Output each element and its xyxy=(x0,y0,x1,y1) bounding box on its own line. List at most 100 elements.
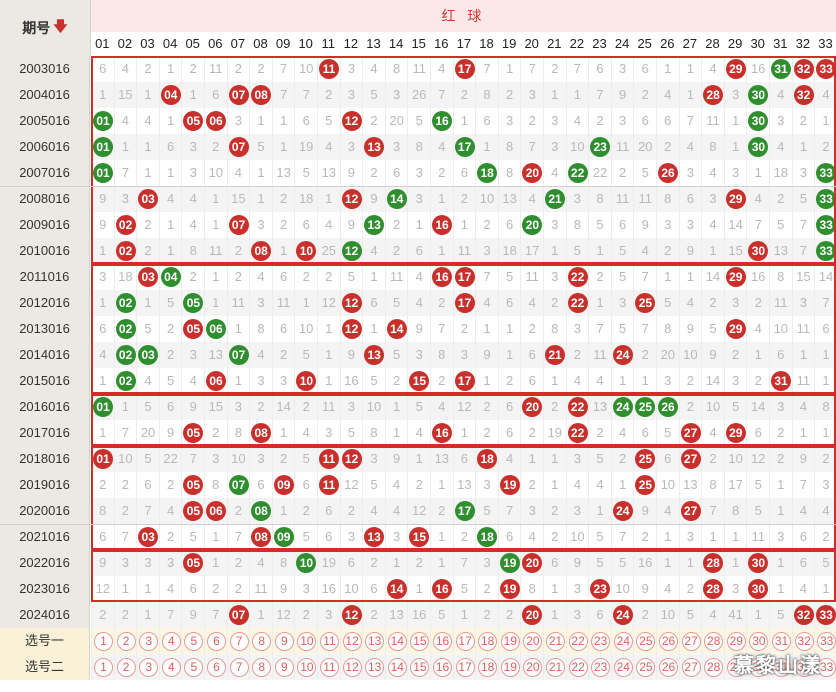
pick-ball[interactable]: 24 xyxy=(613,658,633,677)
pick-cell-12[interactable]: 12 xyxy=(339,628,363,654)
pick-ball[interactable]: 18 xyxy=(478,632,498,651)
pick-ball[interactable]: 1 xyxy=(94,632,113,651)
pick-cell-25[interactable]: 25 xyxy=(633,654,656,680)
pick-cell-27[interactable]: 27 xyxy=(678,654,702,680)
pick-ball[interactable]: 22 xyxy=(568,658,588,677)
pick-cell-29[interactable]: 29 xyxy=(723,654,747,680)
pick-cell-17[interactable]: 17 xyxy=(452,628,476,654)
pick-ball[interactable]: 31 xyxy=(772,658,791,677)
pick-ball[interactable]: 9 xyxy=(274,658,294,677)
pick-ball[interactable]: 20 xyxy=(523,632,543,651)
pick-cell-15[interactable]: 15 xyxy=(407,628,430,654)
pick-cell-20[interactable]: 20 xyxy=(520,654,543,680)
pick-ball[interactable]: 6 xyxy=(207,632,226,651)
pick-ball[interactable]: 4 xyxy=(161,632,181,651)
pick-cell-06[interactable]: 6 xyxy=(204,654,227,680)
pick-ball[interactable]: 21 xyxy=(546,632,565,651)
pick-cell-10[interactable]: 10 xyxy=(294,654,317,680)
pick-ball[interactable]: 33 xyxy=(817,632,836,651)
pick-ball[interactable]: 17 xyxy=(455,632,475,651)
pick-ball[interactable]: 19 xyxy=(500,632,520,651)
pick-cell-08[interactable]: 8 xyxy=(249,654,272,680)
pick-cell-04[interactable]: 4 xyxy=(158,628,182,654)
pick-ball[interactable]: 27 xyxy=(681,632,701,651)
pick-cell-05[interactable]: 5 xyxy=(181,654,204,680)
pick-ball[interactable]: 24 xyxy=(613,632,633,651)
pick-cell-11[interactable]: 11 xyxy=(317,654,340,680)
pick-cell-19[interactable]: 19 xyxy=(497,628,521,654)
pick-cell-25[interactable]: 25 xyxy=(633,628,656,654)
pick-ball[interactable]: 2 xyxy=(116,632,136,651)
pick-ball[interactable]: 15 xyxy=(410,658,430,677)
pick-cell-18[interactable]: 18 xyxy=(475,628,498,654)
pick-cell-07[interactable]: 7 xyxy=(226,654,250,680)
pick-cell-11[interactable]: 11 xyxy=(317,628,340,654)
pick-ball[interactable]: 30 xyxy=(749,658,769,677)
pick-cell-22[interactable]: 22 xyxy=(565,628,589,654)
period-column-header[interactable]: 期号 🡇 xyxy=(0,0,91,56)
pick-ball[interactable]: 25 xyxy=(636,658,656,677)
pick-cell-23[interactable]: 23 xyxy=(588,628,611,654)
pick-ball[interactable]: 25 xyxy=(636,632,656,651)
pick-ball[interactable]: 13 xyxy=(365,632,385,651)
pick-cell-30[interactable]: 30 xyxy=(746,628,769,654)
pick-cell-12[interactable]: 12 xyxy=(339,654,363,680)
pick-ball[interactable]: 19 xyxy=(500,658,520,677)
pick-cell-20[interactable]: 20 xyxy=(520,628,543,654)
pick-ball[interactable]: 2 xyxy=(116,658,136,677)
pick-cell-26[interactable]: 26 xyxy=(656,654,679,680)
pick-ball[interactable]: 10 xyxy=(297,658,317,677)
pick-cell-17[interactable]: 17 xyxy=(452,654,476,680)
pick-cell-24[interactable]: 24 xyxy=(610,628,634,654)
pick-cell-13[interactable]: 13 xyxy=(362,628,385,654)
pick-cell-21[interactable]: 21 xyxy=(543,654,566,680)
pick-ball[interactable]: 29 xyxy=(726,632,746,651)
pick-cell-21[interactable]: 21 xyxy=(543,628,566,654)
pick-ball[interactable]: 28 xyxy=(704,632,724,651)
pick-ball[interactable]: 32 xyxy=(794,632,814,651)
pick-ball[interactable]: 14 xyxy=(387,632,407,651)
pick-ball[interactable]: 26 xyxy=(659,658,678,677)
pick-ball[interactable]: 12 xyxy=(342,658,362,677)
pick-ball[interactable]: 32 xyxy=(794,658,814,677)
pick-ball[interactable]: 30 xyxy=(749,632,769,651)
pick-ball[interactable]: 13 xyxy=(365,658,385,677)
pick-ball[interactable]: 14 xyxy=(387,658,407,677)
pick-cell-02[interactable]: 2 xyxy=(113,628,137,654)
pick-ball[interactable]: 10 xyxy=(297,632,317,651)
pick-cell-04[interactable]: 4 xyxy=(158,654,182,680)
pick-cell-09[interactable]: 9 xyxy=(271,628,295,654)
pick-ball[interactable]: 23 xyxy=(591,632,611,651)
pick-cell-32[interactable]: 32 xyxy=(791,628,815,654)
pick-cell-28[interactable]: 28 xyxy=(701,628,724,654)
pick-ball[interactable]: 7 xyxy=(229,658,249,677)
pick-cell-27[interactable]: 27 xyxy=(678,628,702,654)
pick-ball[interactable]: 9 xyxy=(274,632,294,651)
pick-cell-16[interactable]: 16 xyxy=(430,628,453,654)
pick-ball[interactable]: 5 xyxy=(184,632,204,651)
down-arrow-icon[interactable]: 🡇 xyxy=(53,18,68,34)
pick-cell-01[interactable]: 1 xyxy=(91,654,114,680)
pick-ball[interactable]: 1 xyxy=(94,658,113,677)
pick-cell-05[interactable]: 5 xyxy=(181,628,204,654)
pick-cell-23[interactable]: 23 xyxy=(588,654,611,680)
pick-ball[interactable]: 4 xyxy=(161,658,181,677)
pick-cell-03[interactable]: 3 xyxy=(136,628,159,654)
pick-cell-14[interactable]: 14 xyxy=(384,628,408,654)
pick-ball[interactable]: 26 xyxy=(659,632,678,651)
pick-cell-32[interactable]: 32 xyxy=(791,654,815,680)
pick-cell-31[interactable]: 31 xyxy=(769,654,792,680)
pick-ball[interactable]: 8 xyxy=(252,658,272,677)
pick-cell-02[interactable]: 2 xyxy=(113,654,137,680)
pick-cell-09[interactable]: 9 xyxy=(271,654,295,680)
pick-cell-08[interactable]: 8 xyxy=(249,628,272,654)
pick-ball[interactable]: 17 xyxy=(455,658,475,677)
pick-cell-19[interactable]: 19 xyxy=(497,654,521,680)
pick-cell-01[interactable]: 1 xyxy=(91,628,114,654)
pick-ball[interactable]: 27 xyxy=(681,658,701,677)
pick-cell-29[interactable]: 29 xyxy=(723,628,747,654)
pick-ball[interactable]: 28 xyxy=(704,658,724,677)
pick-cell-13[interactable]: 13 xyxy=(362,654,385,680)
pick-ball[interactable]: 31 xyxy=(772,632,791,651)
pick-cell-14[interactable]: 14 xyxy=(384,654,408,680)
